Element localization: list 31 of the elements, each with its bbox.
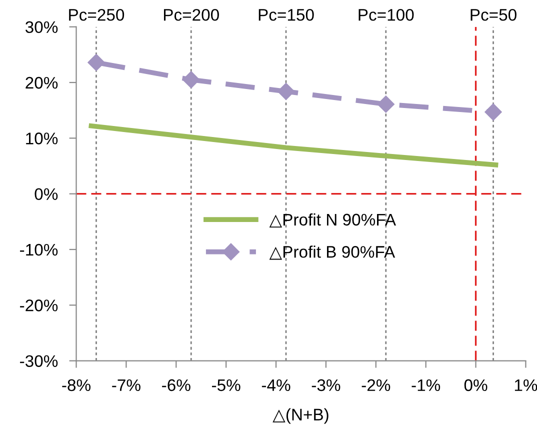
point [88, 54, 105, 72]
legend-label: △Profit B 90%FA [269, 246, 396, 260]
x-tick-label: -5% [212, 379, 240, 392]
x-tick-label: -1% [412, 379, 440, 392]
x-axis-title: △(N+B) [272, 408, 328, 424]
y-tick-label: 30% [25, 21, 58, 34]
annotation: Pc=150 [258, 8, 314, 21]
annotation: Pc=250 [69, 8, 124, 21]
annotation: Pc=200 [164, 8, 219, 21]
x-tick-label: -4% [262, 379, 290, 392]
x-tick-label: -2% [362, 379, 390, 392]
line-series [88, 123, 498, 168]
x-tick-label: -7% [112, 379, 140, 392]
point [377, 96, 394, 113]
annotation: Pc=100 [358, 8, 414, 21]
y-tick-label: 20% [26, 76, 58, 89]
y-tick-label: -30% [20, 355, 58, 368]
y-tick-label: 0% [34, 188, 58, 200]
x-tick-label: -3% [312, 379, 340, 392]
legend-label: △Profit N 90%FA [269, 213, 396, 228]
point [484, 103, 502, 121]
x-tick-label: -6% [162, 379, 190, 392]
point [182, 71, 200, 88]
y-tick-label: 10% [26, 132, 58, 144]
y-tick-label: -20% [20, 300, 58, 312]
point [277, 82, 295, 100]
x-tick-label: -8% [62, 379, 90, 392]
annotation: Pc=50 [470, 8, 516, 21]
x-tick-label: 1% [514, 379, 537, 392]
x-tick-label: 0% [464, 379, 488, 392]
y-tick-label: -10% [20, 244, 58, 256]
